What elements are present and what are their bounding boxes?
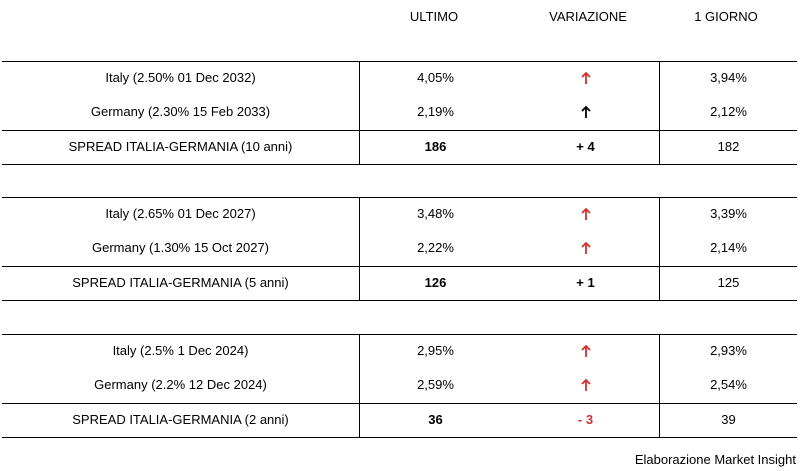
bond-yield-1-day: 3,94% (710, 70, 747, 85)
header-1-giorno: 1 GIORNO (694, 9, 758, 24)
change-cell (512, 67, 659, 89)
spread-change: - 3 (577, 412, 594, 427)
bond-yield-last: 3,48% (417, 206, 454, 221)
header-variazione: VARIAZIONE (549, 9, 627, 24)
bond-yield-1-day: 2,93% (710, 343, 747, 358)
bond-yield-last: 2,22% (417, 240, 454, 255)
bond-yield-last: 2,59% (417, 377, 454, 392)
change-cell (512, 340, 659, 362)
spread-1-day: 182 (717, 139, 740, 154)
spread-last: 126 (424, 275, 447, 290)
spread-label: SPREAD ITALIA-GERMANIA (10 anni) (68, 139, 293, 154)
change-cell (512, 203, 659, 225)
bond-yield-1-day: 3,39% (710, 206, 747, 221)
bond-label-italy: Italy (2.50% 01 Dec 2032) (105, 70, 256, 85)
header-ultimo: ULTIMO (409, 9, 459, 24)
spread-label: SPREAD ITALIA-GERMANIA (5 anni) (72, 275, 289, 290)
arrow-up-icon (580, 242, 591, 255)
bond-label-germany: Germany (1.30% 15 Oct 2027) (91, 240, 270, 255)
bond-yield-1-day: 2,12% (710, 104, 747, 119)
bond-yield-1-day: 2,14% (710, 240, 747, 255)
change-cell (512, 374, 659, 396)
arrow-up-icon (580, 379, 591, 392)
bond-label-italy: Italy (2.5% 1 Dec 2024) (112, 343, 249, 358)
bond-label-italy: Italy (2.65% 01 Dec 2027) (105, 206, 256, 221)
bond-yield-last: 2,95% (417, 343, 454, 358)
table-block-2y: Italy (2.5% 1 Dec 2024) 2,95% 2,93% Germ… (2, 334, 797, 438)
arrow-up-icon (580, 208, 591, 221)
table-block-10y: Italy (2.50% 01 Dec 2032) 4,05% 3,94% Ge… (2, 61, 797, 165)
table-block-5y: Italy (2.65% 01 Dec 2027) 3,48% 3,39% Ge… (2, 197, 797, 301)
bond-yield-last: 2,19% (417, 104, 454, 119)
spread-last: 186 (424, 139, 447, 154)
bond-yield-last: 4,05% (417, 70, 454, 85)
spread-label: SPREAD ITALIA-GERMANIA (2 anni) (72, 412, 289, 427)
bond-label-germany: Germany (2.30% 15 Feb 2033) (90, 104, 271, 119)
spread-1-day: 39 (721, 412, 736, 427)
bond-label-germany: Germany (2.2% 12 Dec 2024) (94, 377, 267, 392)
footer-credit: Elaborazione Market Insight (634, 452, 796, 467)
change-cell (512, 101, 659, 123)
spread-change: + 1 (576, 275, 595, 290)
change-cell (512, 237, 659, 259)
spread-change: + 4 (576, 139, 595, 154)
spread-last: 36 (428, 412, 443, 427)
arrow-up-icon (580, 106, 591, 119)
arrow-up-icon (580, 72, 591, 85)
bond-yield-1-day: 2,54% (710, 377, 747, 392)
arrow-up-icon (580, 345, 591, 358)
spread-1-day: 125 (717, 275, 740, 290)
